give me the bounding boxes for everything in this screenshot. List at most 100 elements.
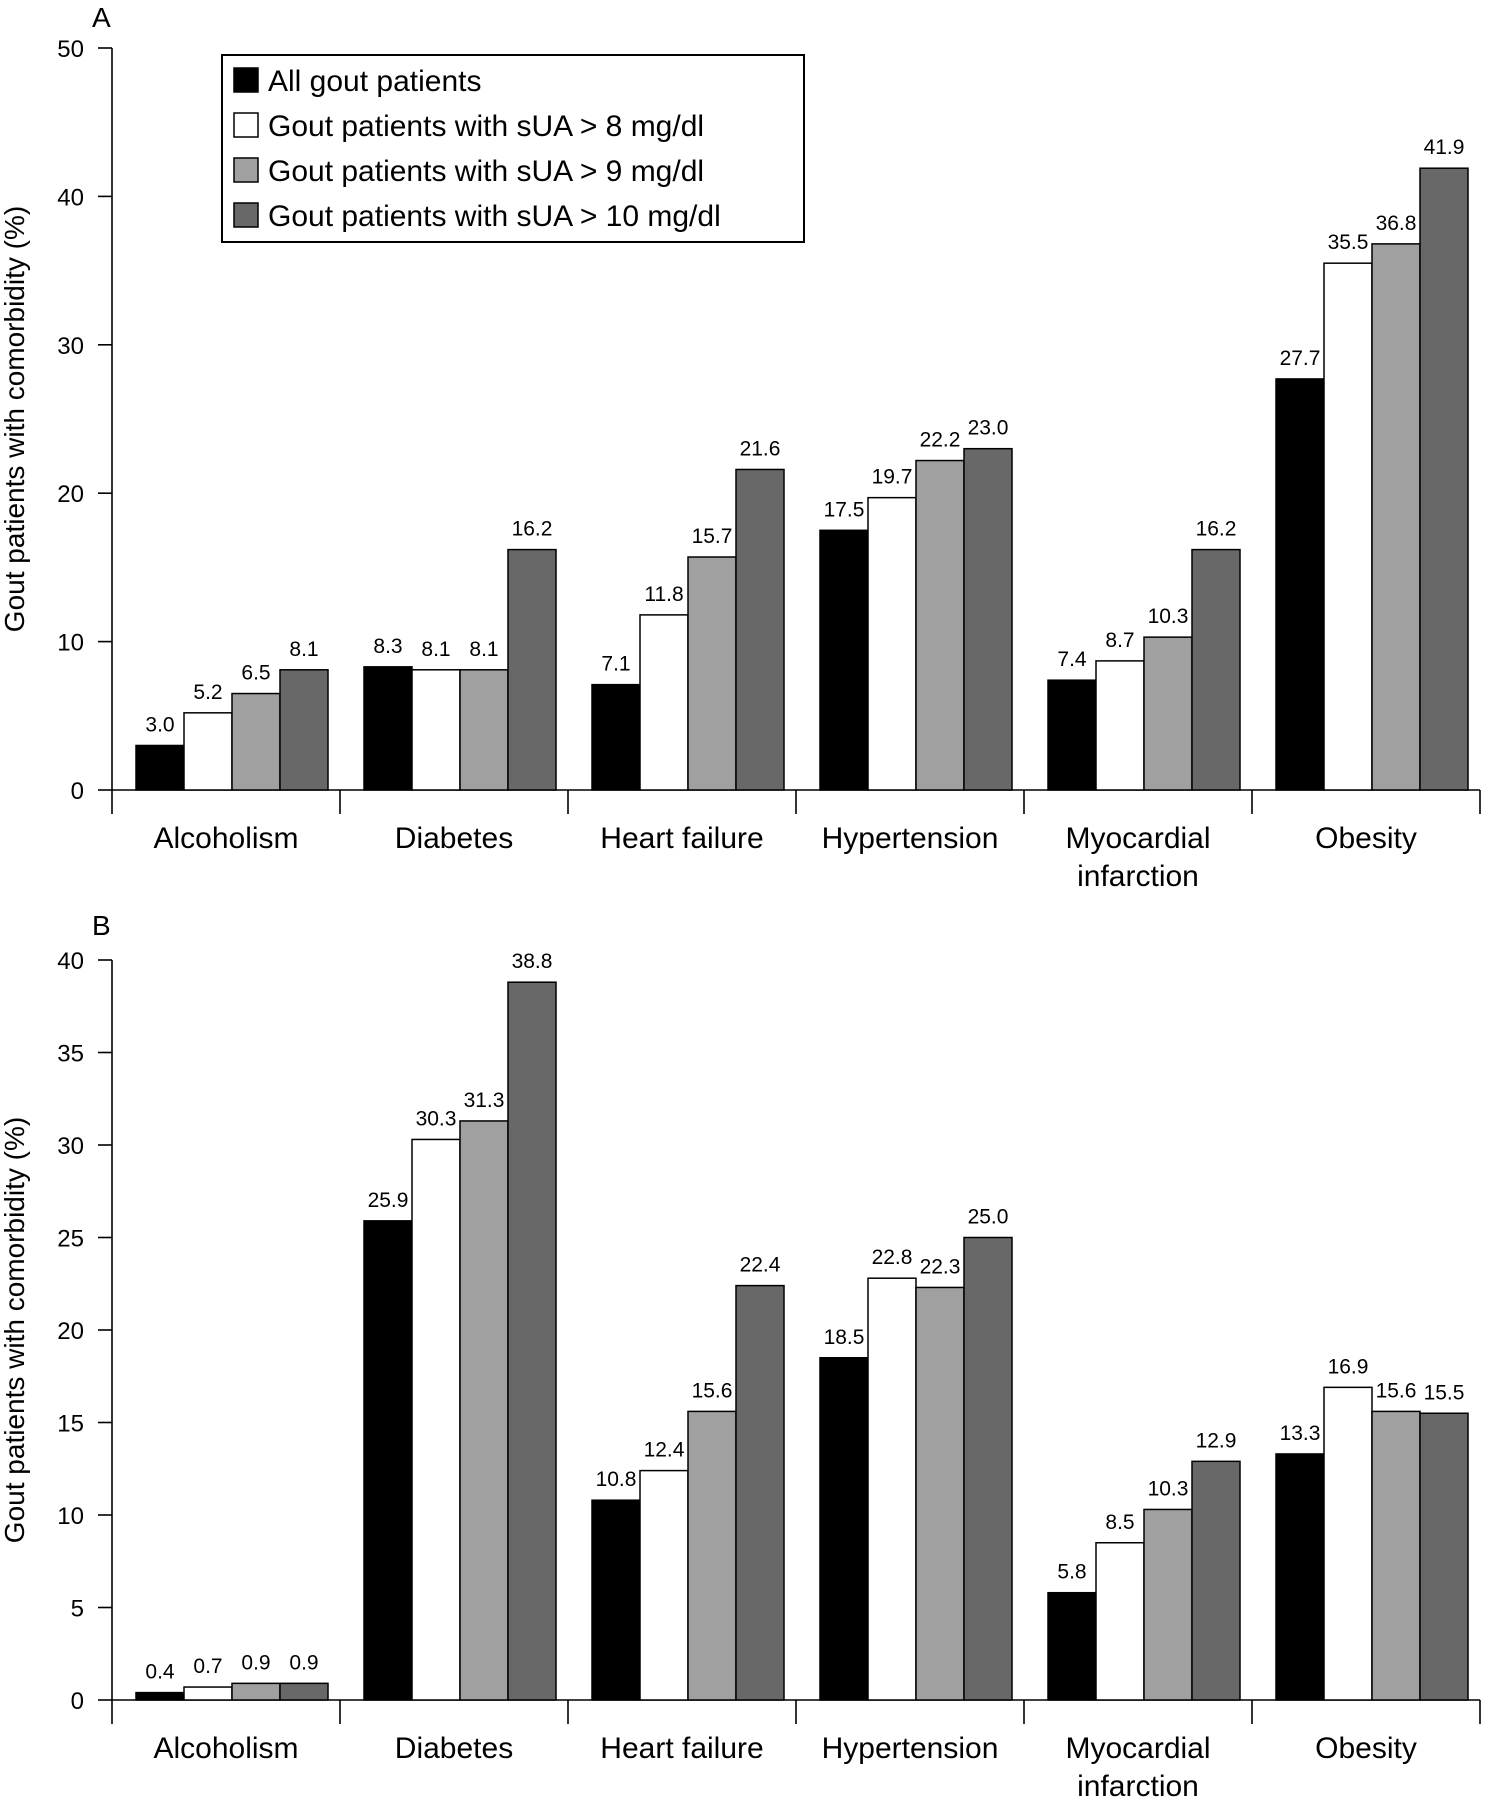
x-category-label: infarction: [1077, 1770, 1199, 1800]
bar-b-s0-c3: [819, 1357, 869, 1701]
data-label: 8.1: [469, 638, 498, 661]
bar-a-s0-c5: [1275, 378, 1325, 791]
data-label: 10.3: [1148, 1477, 1189, 1500]
legend-swatch: [233, 67, 259, 93]
data-label: 10.8: [596, 1468, 637, 1491]
x-category-label: Hypertension: [822, 1732, 999, 1765]
x-category-label: Heart failure: [600, 822, 763, 855]
data-label: 11.8: [644, 583, 683, 606]
bar-a-s0-c0: [135, 744, 185, 791]
bar-b-s1-c2: [639, 1469, 689, 1701]
bar-a-s2-c4: [1143, 636, 1193, 791]
data-label: 25.9: [368, 1189, 409, 1212]
bar-a-s1-c4: [1095, 660, 1145, 791]
data-label: 17.5: [824, 498, 865, 521]
x-category-label: Obesity: [1315, 1732, 1417, 1765]
x-category-label: Diabetes: [395, 822, 513, 855]
bar-b-s3-c1: [507, 981, 557, 1701]
bar-a-s0-c2: [591, 683, 641, 791]
data-label: 22.8: [872, 1246, 913, 1269]
data-label: 27.7: [1280, 347, 1321, 370]
data-label: 36.8: [1376, 212, 1417, 235]
y-tick-label: 25: [57, 1226, 84, 1253]
bar-a-s2-c5: [1371, 243, 1421, 791]
bar-a-s2-c3: [915, 459, 965, 791]
y-tick-label: 0: [71, 778, 84, 805]
data-label: 15.6: [692, 1379, 733, 1402]
legend-box: [221, 54, 805, 243]
bar-b-s2-c4: [1143, 1508, 1193, 1701]
bar-b-s1-c3: [867, 1277, 917, 1701]
data-label: 13.3: [1280, 1422, 1321, 1445]
legend-label: Gout patients with sUA > 10 mg/dl: [268, 200, 721, 233]
data-label: 5.8: [1057, 1561, 1086, 1584]
bar-a-s0-c1: [363, 666, 413, 791]
data-label: 6.5: [241, 662, 270, 685]
data-label: 3.0: [145, 713, 174, 736]
x-category-label: Diabetes: [395, 1732, 513, 1765]
y-tick-label: 10: [57, 630, 84, 657]
bar-b-s2-c3: [915, 1286, 965, 1701]
y-tick-label: 35: [57, 1041, 84, 1068]
data-label: 35.5: [1328, 231, 1369, 254]
y-tick-label: 0: [71, 1688, 84, 1715]
bar-b-s1-c5: [1323, 1386, 1373, 1701]
bar-a-s3-c4: [1191, 548, 1241, 791]
data-label: 38.8: [512, 950, 553, 973]
bar-a-s3-c2: [735, 468, 785, 791]
data-label: 7.4: [1057, 648, 1087, 671]
data-label: 19.7: [872, 466, 913, 489]
bar-b-s0-c5: [1275, 1453, 1325, 1701]
data-label: 12.4: [644, 1439, 685, 1462]
y-tick-label: 5: [71, 1596, 84, 1623]
bar-b-s0-c0: [135, 1691, 185, 1701]
data-label: 22.2: [920, 429, 961, 452]
bar-b-s3-c2: [735, 1284, 785, 1701]
data-label: 25.0: [968, 1206, 1009, 1229]
bar-a-s2-c1: [459, 669, 509, 791]
bar-b-s1-c0: [183, 1686, 233, 1701]
x-category-label: Myocardial: [1065, 1732, 1210, 1765]
data-label: 21.6: [740, 437, 781, 460]
y-tick-label: 10: [57, 1503, 84, 1530]
bar-a-s1-c0: [183, 712, 233, 791]
data-label: 8.1: [421, 638, 450, 661]
x-category-label: infarction: [1077, 860, 1199, 893]
data-label: 8.3: [373, 635, 402, 658]
data-label: 8.7: [1105, 629, 1134, 652]
data-label: 0.9: [289, 1651, 318, 1674]
legend-label: Gout patients with sUA > 8 mg/dl: [268, 110, 704, 143]
data-label: 15.5: [1424, 1381, 1465, 1404]
bar-a-s3-c0: [279, 669, 329, 791]
bar-a-s1-c2: [639, 614, 689, 791]
y-tick-label: 40: [57, 184, 84, 211]
data-label: 16.9: [1328, 1355, 1369, 1378]
bar-b-s0-c2: [591, 1499, 641, 1701]
data-label: 18.5: [824, 1326, 865, 1349]
y-axis-title: Gout patients with comorbidity (%): [0, 206, 30, 632]
y-tick-label: 20: [57, 481, 84, 508]
data-label: 22.4: [740, 1254, 781, 1277]
data-label: 30.3: [416, 1107, 457, 1130]
data-label: 0.7: [193, 1655, 222, 1678]
legend: All gout patients Gout patients with sUA …: [221, 54, 805, 243]
bar-b-s2-c1: [459, 1120, 509, 1701]
data-label: 12.9: [1196, 1429, 1237, 1452]
bar-b-s1-c4: [1095, 1542, 1145, 1701]
data-label: 31.3: [464, 1089, 505, 1112]
bar-b-s3-c4: [1191, 1460, 1241, 1701]
panel-a-chart: A 0 10 20 30 40 50 Gout patients with comorbidi…: [0, 2, 1481, 893]
data-label: 16.2: [512, 518, 553, 541]
y-tick-label: 20: [57, 1318, 84, 1345]
bar-b-s2-c0: [231, 1682, 281, 1701]
y-tick-label: 50: [57, 36, 84, 63]
bar-a-s3-c5: [1419, 167, 1469, 791]
data-label: 41.9: [1424, 136, 1465, 159]
data-label: 8.5: [1105, 1511, 1134, 1534]
x-category-label: Obesity: [1315, 822, 1417, 855]
data-label: 0.9: [241, 1651, 270, 1674]
bar-a-s2-c0: [231, 692, 281, 791]
panel-label: A: [92, 2, 111, 33]
bar-b-s3-c0: [279, 1682, 329, 1701]
